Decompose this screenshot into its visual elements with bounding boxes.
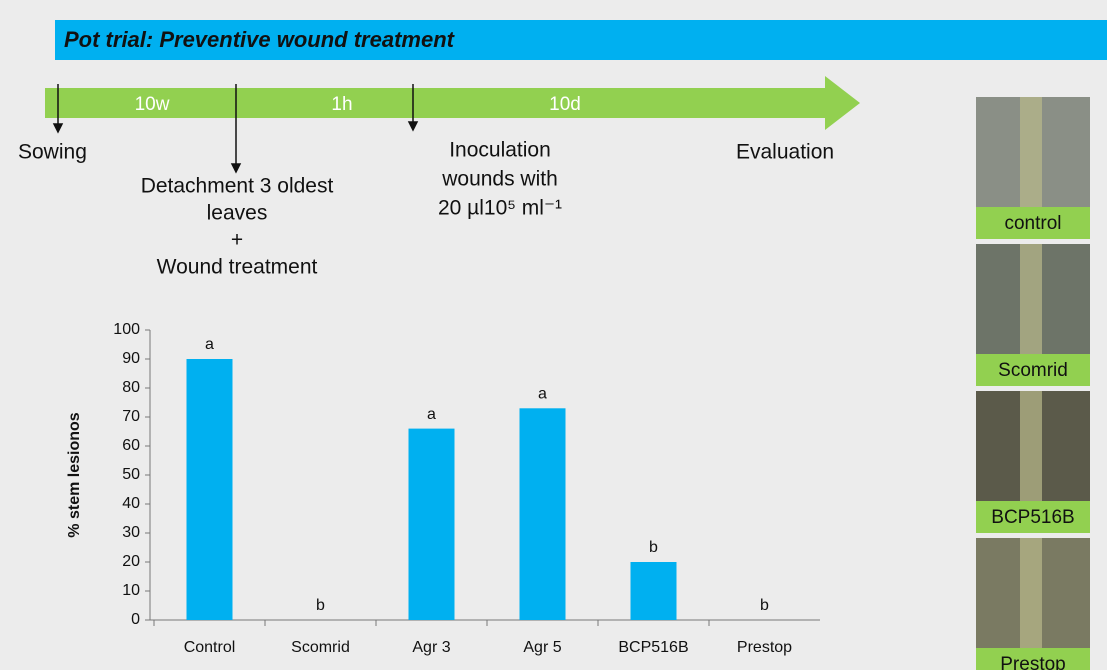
event-label: 20 µl10⁵ ml⁻¹	[438, 197, 562, 220]
y-tick-label: 40	[122, 495, 140, 512]
photo-stem	[1020, 244, 1042, 354]
significance-letter: a	[538, 386, 547, 403]
y-tick-label: 0	[131, 611, 140, 628]
significance-letter: a	[427, 406, 436, 423]
y-tick-label: 80	[122, 379, 140, 396]
bar	[187, 359, 233, 620]
y-tick-label: 100	[113, 321, 140, 338]
event-label: Sowing	[18, 141, 87, 164]
segment-label: 10w	[135, 94, 170, 115]
x-tick-label: BCP516B	[618, 639, 688, 656]
photo-stem	[1020, 97, 1042, 207]
y-tick-label: 90	[122, 350, 140, 367]
slide: Pot trial: Preventive wound treatment 10…	[0, 0, 1107, 670]
event-label: Inoculation	[449, 139, 551, 162]
event-label: Evaluation	[736, 141, 834, 164]
significance-letter: b	[316, 597, 325, 614]
photo-panel: control Scomrid BCP516B Prestop	[976, 97, 1090, 670]
x-tick-label: Agr 5	[523, 639, 561, 656]
photo-caption: Prestop	[1000, 654, 1065, 670]
x-tick-label: Scomrid	[291, 639, 350, 656]
event-label: wounds with	[441, 168, 558, 191]
photo-caption: BCP516B	[991, 507, 1074, 528]
event-label: Detachment 3 oldest	[141, 175, 334, 198]
photo-stem	[1020, 391, 1042, 501]
y-tick-label: 10	[122, 582, 140, 599]
bar	[631, 562, 677, 620]
event-label: leaves	[207, 202, 268, 225]
event-label: Wound treatment	[157, 256, 318, 279]
y-tick-label: 70	[122, 408, 140, 425]
event-label: +	[231, 229, 243, 252]
y-tick-label: 30	[122, 524, 140, 541]
y-tick-label: 20	[122, 553, 140, 570]
photo-stem	[1020, 538, 1042, 648]
y-tick-label: 60	[122, 437, 140, 454]
significance-letter: b	[760, 597, 769, 614]
x-tick-label: Agr 3	[412, 639, 450, 656]
x-tick-label: Control	[184, 639, 236, 656]
significance-letter: b	[649, 539, 658, 556]
segment-label: 10d	[549, 94, 581, 115]
bar	[520, 408, 566, 620]
slide-title: Pot trial: Preventive wound treatment	[64, 27, 456, 52]
significance-letter: a	[205, 336, 214, 353]
x-tick-label: Prestop	[737, 639, 792, 656]
bar	[409, 429, 455, 620]
y-tick-label: 50	[122, 466, 140, 483]
photo-caption: Scomrid	[998, 360, 1068, 381]
segment-label: 1h	[331, 94, 352, 115]
photo-caption: control	[1004, 213, 1061, 234]
y-axis-label: % stem lesionos	[66, 412, 83, 537]
